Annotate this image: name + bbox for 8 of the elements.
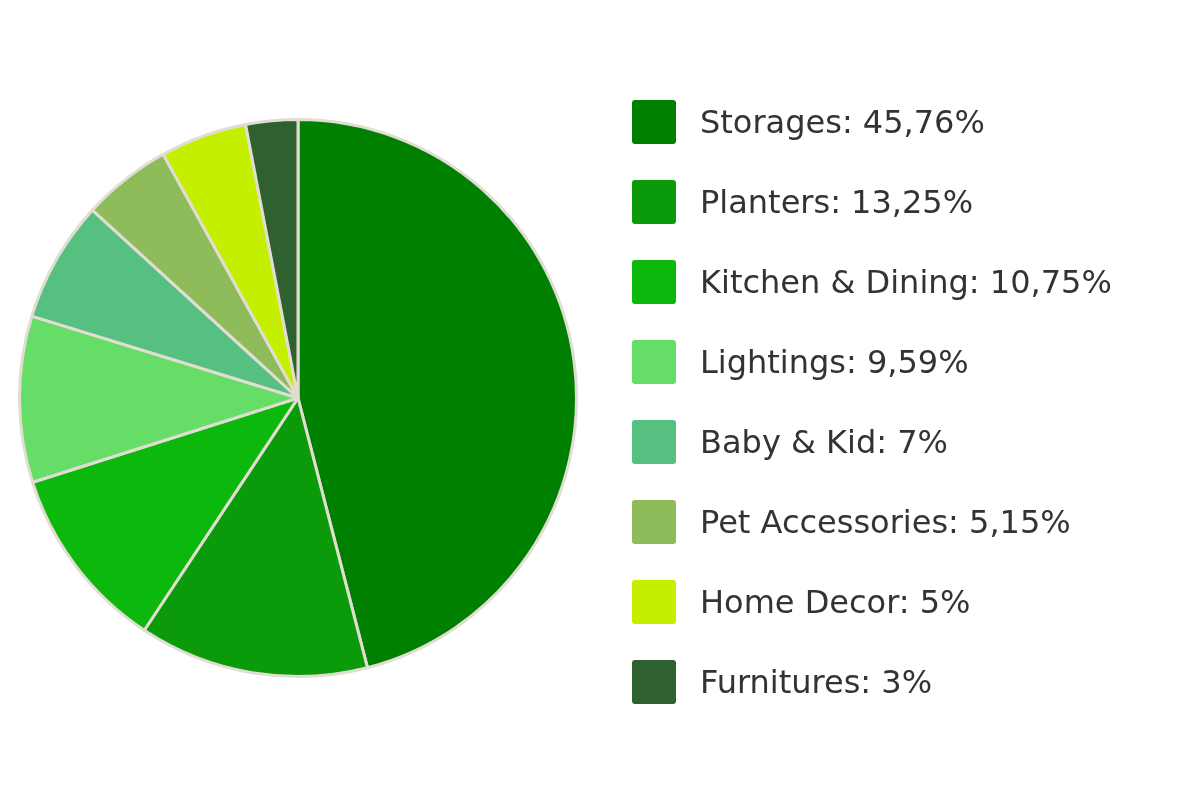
legend-label: Home Decor: 5% (700, 583, 971, 621)
legend-label: Planters: 13,25% (700, 183, 974, 221)
legend-label: Lightings: 9,59% (700, 343, 969, 381)
legend-label: Kitchen & Dining: 10,75% (700, 263, 1112, 301)
legend-label: Pet Accessories: 5,15% (700, 503, 1071, 541)
legend-label: Storages: 45,76% (700, 103, 985, 141)
legend-label: Furnitures: 3% (700, 663, 933, 701)
legend-label: Baby & Kid: 7% (700, 423, 949, 461)
